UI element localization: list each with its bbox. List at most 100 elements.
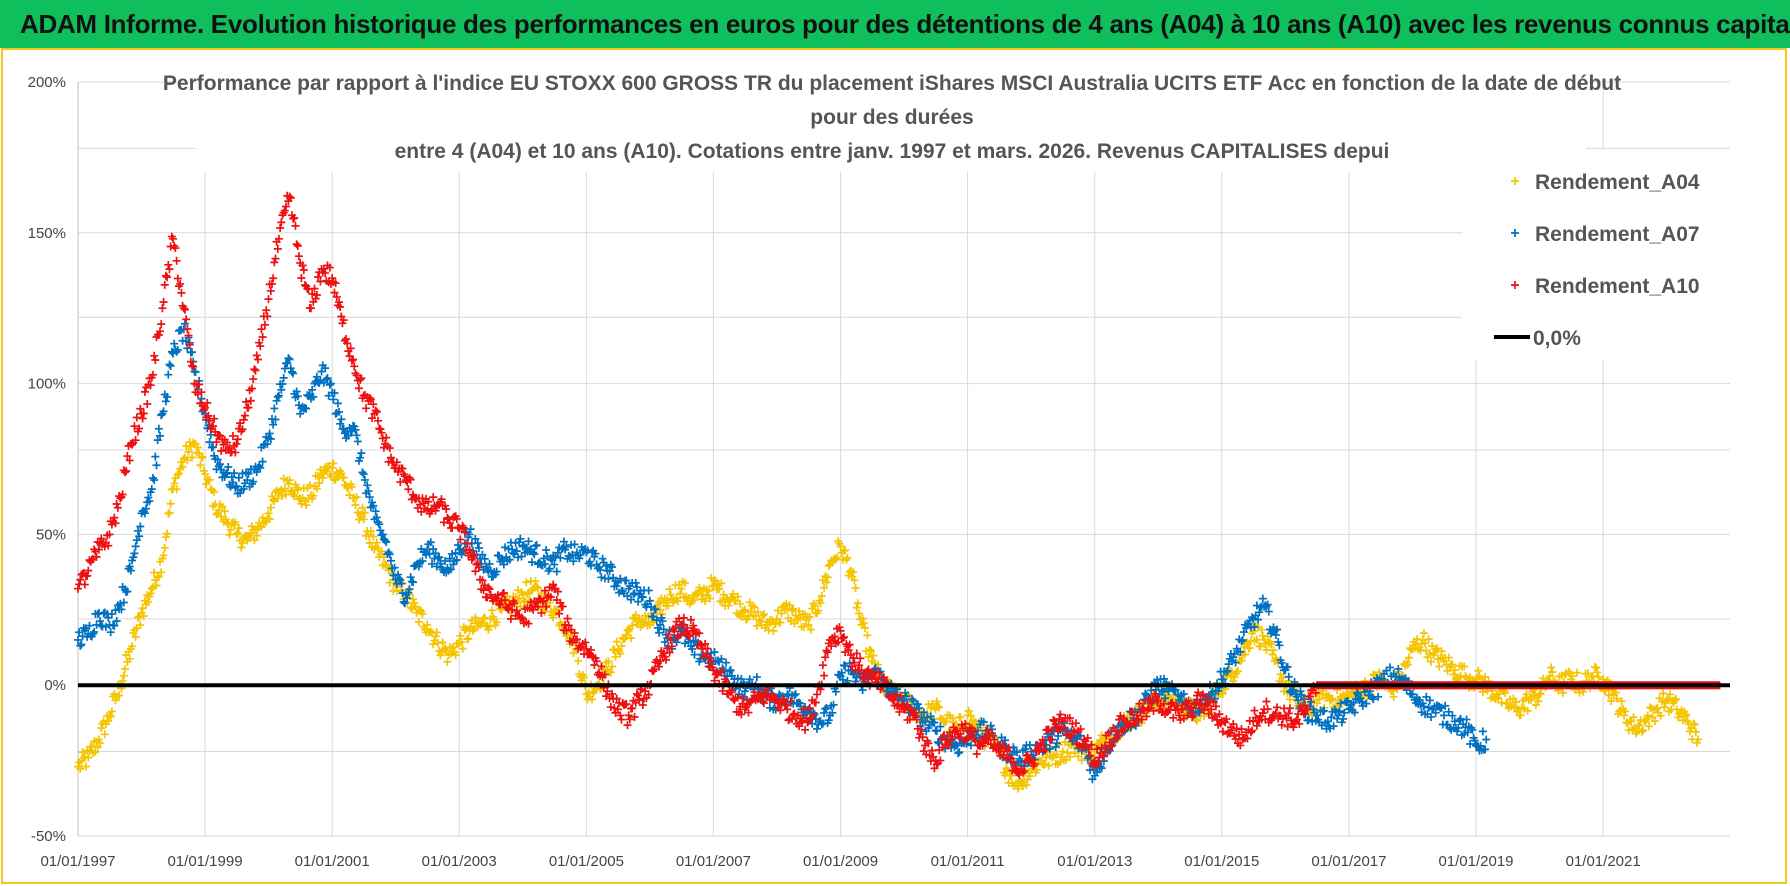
data-point	[845, 640, 854, 649]
data-point	[172, 256, 181, 265]
data-point	[163, 273, 172, 282]
data-point	[967, 711, 976, 720]
data-point	[448, 644, 457, 653]
data-point	[754, 607, 763, 616]
data-point	[496, 600, 505, 609]
data-point	[1262, 645, 1271, 654]
data-point	[516, 534, 525, 543]
data-point	[426, 627, 435, 636]
data-point	[553, 587, 562, 596]
data-point	[704, 586, 713, 595]
data-point	[249, 477, 258, 486]
data-point	[678, 620, 687, 629]
data-point	[1046, 735, 1055, 744]
data-point	[139, 612, 148, 621]
data-point	[1242, 639, 1251, 648]
data-point	[393, 570, 402, 579]
data-point	[442, 646, 451, 655]
data-point	[433, 554, 442, 563]
data-point	[1592, 663, 1601, 672]
data-point	[150, 351, 159, 360]
data-point	[1044, 725, 1053, 734]
data-point	[133, 526, 142, 535]
data-point	[265, 514, 274, 523]
data-point	[824, 716, 833, 725]
data-point	[1277, 720, 1286, 729]
data-point	[540, 586, 549, 595]
data-point	[1521, 694, 1530, 703]
data-point	[85, 621, 94, 630]
data-point	[1171, 686, 1180, 695]
data-point	[438, 638, 447, 647]
data-point	[1058, 747, 1067, 756]
data-point	[119, 598, 128, 607]
data-point	[1014, 784, 1023, 793]
data-point	[932, 697, 941, 706]
data-point	[519, 598, 528, 607]
data-point	[271, 254, 280, 263]
data-point	[1431, 708, 1440, 717]
data-point	[627, 595, 636, 604]
data-point	[703, 644, 712, 653]
data-point	[249, 375, 258, 384]
data-point	[758, 697, 767, 706]
data-point	[183, 324, 192, 333]
y-tick-label: 50%	[36, 526, 66, 543]
data-point	[616, 649, 625, 658]
data-point	[607, 562, 616, 571]
data-point	[151, 452, 160, 461]
data-point	[321, 364, 330, 373]
data-point	[1431, 645, 1440, 654]
data-point	[465, 530, 474, 539]
data-point	[759, 699, 768, 708]
data-point	[630, 713, 639, 722]
data-point	[1334, 711, 1343, 720]
data-point	[816, 599, 825, 608]
data-point	[212, 438, 221, 447]
data-point	[632, 583, 641, 592]
data-point	[260, 320, 269, 329]
data-point	[204, 411, 213, 420]
data-point	[191, 367, 200, 376]
data-point	[292, 387, 301, 396]
data-point	[1141, 696, 1150, 705]
data-point	[97, 534, 106, 543]
data-point	[1237, 656, 1246, 665]
data-point	[501, 543, 510, 552]
data-point	[644, 690, 653, 699]
data-point	[1074, 752, 1083, 761]
data-point	[1071, 719, 1080, 728]
data-point	[1121, 723, 1130, 732]
data-point	[375, 520, 384, 529]
data-point	[856, 654, 865, 663]
data-point	[1215, 710, 1224, 719]
data-point	[383, 562, 392, 571]
data-point	[777, 609, 786, 618]
data-point	[1327, 713, 1336, 722]
data-point	[1041, 746, 1050, 755]
data-point	[353, 437, 362, 446]
data-point	[597, 573, 606, 582]
data-point	[220, 507, 229, 516]
data-point	[871, 664, 880, 673]
data-point	[328, 274, 337, 283]
data-point	[580, 673, 589, 682]
data-point	[107, 707, 116, 716]
data-point	[427, 559, 436, 568]
data-point	[655, 628, 664, 637]
data-point	[364, 531, 373, 540]
data-point	[988, 729, 997, 738]
data-point	[485, 622, 494, 631]
data-point	[1065, 714, 1074, 723]
data-point	[1659, 689, 1668, 698]
data-point	[354, 384, 363, 393]
data-point	[822, 578, 831, 587]
data-point	[1454, 724, 1463, 733]
data-point	[1374, 692, 1383, 701]
data-point	[143, 400, 152, 409]
data-point	[366, 527, 375, 536]
data-point	[510, 599, 519, 608]
data-point	[263, 312, 272, 321]
data-point	[270, 404, 279, 413]
data-point	[986, 721, 995, 730]
